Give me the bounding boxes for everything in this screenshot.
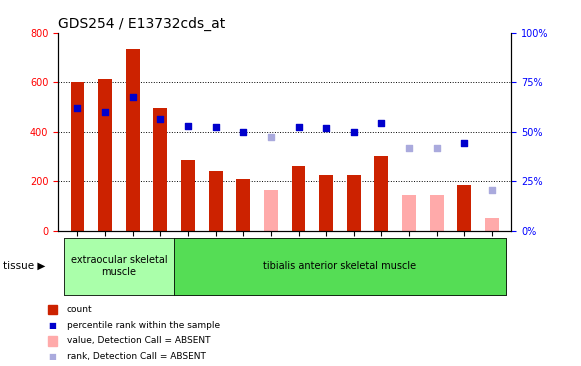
Point — [349, 129, 358, 135]
Bar — [375, 157, 388, 231]
Bar — [236, 179, 250, 231]
Text: GDS254 / E13732cds_at: GDS254 / E13732cds_at — [58, 16, 225, 30]
Bar — [319, 175, 333, 231]
Point — [101, 109, 110, 115]
Bar — [292, 167, 306, 231]
Point — [211, 124, 220, 130]
Bar — [64, 238, 174, 295]
Bar — [181, 160, 195, 231]
Bar — [98, 79, 112, 231]
Point — [156, 116, 165, 122]
Text: ■: ■ — [48, 352, 56, 361]
Point — [266, 134, 275, 140]
Text: tissue ▶: tissue ▶ — [3, 261, 45, 271]
Bar — [70, 82, 84, 231]
Bar — [485, 218, 499, 231]
Point — [184, 123, 193, 128]
Text: rank, Detection Call = ABSENT: rank, Detection Call = ABSENT — [67, 352, 206, 361]
Text: count: count — [67, 305, 92, 314]
Point — [460, 140, 469, 146]
Bar — [347, 175, 361, 231]
Text: percentile rank within the sample: percentile rank within the sample — [67, 321, 220, 329]
Bar — [457, 185, 471, 231]
Text: extraocular skeletal
muscle: extraocular skeletal muscle — [70, 255, 167, 277]
Bar — [264, 190, 278, 231]
Point — [432, 145, 442, 151]
Text: tibialis anterior skeletal muscle: tibialis anterior skeletal muscle — [263, 261, 417, 271]
Point — [487, 187, 497, 193]
Point — [128, 94, 137, 100]
Point — [404, 145, 414, 151]
Point — [376, 120, 386, 126]
Point — [321, 125, 331, 131]
Text: value, Detection Call = ABSENT: value, Detection Call = ABSENT — [67, 336, 210, 345]
Bar — [430, 195, 443, 231]
Bar — [209, 171, 223, 231]
Bar — [153, 108, 167, 231]
Point — [294, 124, 303, 130]
Bar — [402, 195, 416, 231]
Bar — [126, 49, 139, 231]
Point — [239, 129, 248, 135]
Point — [73, 105, 82, 111]
Bar — [174, 238, 505, 295]
Text: ■: ■ — [48, 321, 56, 329]
